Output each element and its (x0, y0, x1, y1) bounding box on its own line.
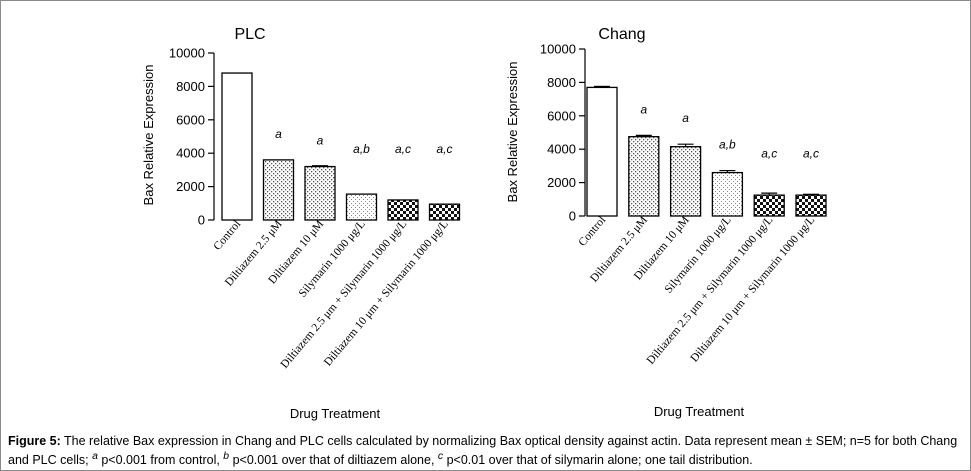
footnote-marker-a: a (92, 451, 98, 462)
significance-label: a,c (761, 146, 777, 160)
y-tick-label: 6000 (547, 108, 576, 123)
y-tick-label: 8000 (176, 79, 205, 94)
figure-caption: Figure 5: The relative Bax expression in… (8, 434, 966, 468)
footnote-a: p<0.001 from control, (97, 453, 224, 468)
x-tick-label: Control (212, 218, 244, 253)
x-axis-label: Drug Treatment (290, 406, 381, 421)
bar (669, 146, 702, 217)
y-tick-label: 10000 (540, 42, 576, 57)
significance-label: a (317, 134, 324, 148)
bar (711, 171, 744, 217)
x-axis-label: Drug Treatment (654, 404, 745, 419)
chang-chart: Chang Bax Relative Expression Drug Treat… (505, 26, 827, 419)
bar (262, 159, 295, 221)
chart-title: PLC (234, 26, 265, 43)
y-tick-label: 10000 (169, 46, 205, 61)
significance-label: a,b (353, 142, 370, 156)
y-tick-label: 0 (569, 209, 576, 224)
x-tick-label: Control (577, 214, 609, 249)
significance-label: a,c (395, 142, 411, 156)
footnote-c: p<0.01 over that of silymarin alone; one… (443, 453, 753, 468)
y-axis-label: Bax Relative Expression (505, 62, 520, 203)
significance-label: a (682, 111, 689, 125)
y-tick-label: 4000 (547, 142, 576, 157)
y-tick-label: 4000 (176, 146, 205, 161)
bar (586, 86, 618, 217)
y-tick-label: 2000 (176, 179, 205, 194)
figure-canvas: PLC Bax Relative Expression Drug Treatme… (141, 26, 827, 421)
plc-chart: PLC Bax Relative Expression Drug Treatme… (141, 26, 461, 421)
significance-label: a (640, 102, 647, 116)
bar (304, 165, 336, 221)
y-tick-label: 0 (198, 213, 205, 228)
y-axis-label: Bax Relative Expression (141, 65, 156, 206)
y-tick-label: 6000 (176, 112, 205, 127)
y-tick-label: 2000 (547, 175, 576, 190)
y-tick-label: 8000 (547, 75, 576, 90)
significance-label: a (275, 127, 282, 141)
significance-label: a,b (719, 138, 736, 152)
bar (345, 193, 378, 221)
bar (387, 199, 419, 221)
footnote-b: p<0.001 over that of diltiazem alone, (229, 453, 438, 468)
footnote-marker-b: b (223, 451, 230, 462)
bar (753, 194, 785, 217)
significance-label: a,c (436, 142, 452, 156)
significance-label: a,c (803, 146, 819, 160)
bar (428, 203, 461, 221)
bar (795, 194, 827, 217)
bar (628, 136, 660, 217)
caption-text: The relative Bax expression in Chang and… (8, 434, 958, 468)
caption-label: Figure 5: (8, 434, 61, 448)
footnote-marker-c: c (437, 451, 444, 462)
chart-title: Chang (598, 26, 645, 43)
bar (221, 72, 253, 221)
